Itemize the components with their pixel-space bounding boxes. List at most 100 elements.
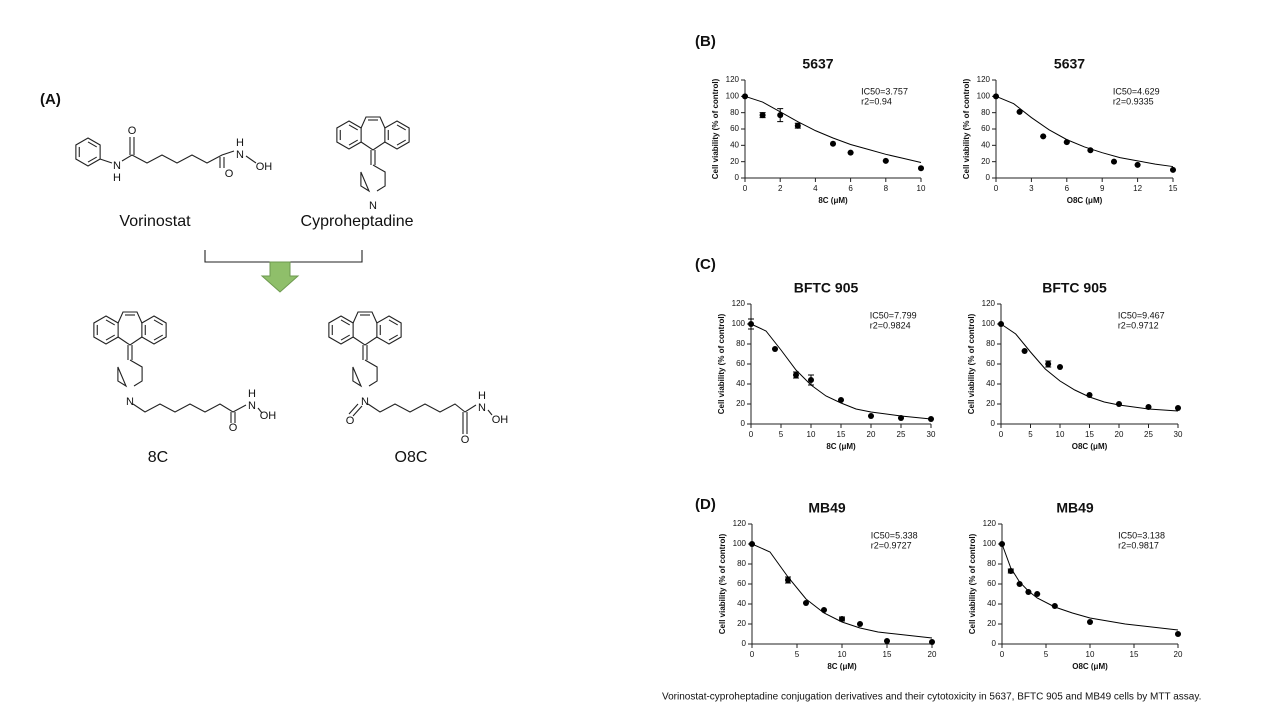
data-point — [868, 413, 874, 419]
y-tick-label: 0 — [992, 639, 997, 648]
x-axis-label: 8C (μM) — [826, 442, 856, 451]
bond — [348, 124, 359, 131]
bond — [396, 139, 407, 146]
x-tick-label: 20 — [928, 650, 937, 659]
x-tick-label: 8 — [884, 184, 889, 193]
arrow — [260, 261, 300, 293]
x-tick-label: 5 — [795, 650, 800, 659]
bracket — [204, 250, 363, 263]
atom: N — [369, 200, 377, 212]
y-tick-label: 100 — [732, 319, 746, 328]
bond — [257, 407, 263, 414]
atom: N — [236, 149, 244, 161]
atom: H — [236, 137, 244, 149]
x-axis-label: O8C (μM) — [1072, 442, 1108, 451]
x-tick-label: 0 — [749, 430, 754, 439]
x-tick-label: 10 — [1056, 430, 1065, 439]
y-tick-label: 120 — [983, 519, 997, 528]
fit-curve — [750, 323, 932, 420]
panel-label: (D) — [695, 496, 716, 513]
x-tick-label: 12 — [1133, 184, 1142, 193]
x-tick-label: 20 — [1115, 430, 1124, 439]
chart-title: MB49 — [1056, 500, 1094, 516]
x-axis-label: 8C (μM) — [827, 662, 857, 671]
x-tick-label: 30 — [1174, 430, 1183, 439]
atom: OH — [492, 414, 509, 426]
data-point — [808, 377, 814, 383]
data-point — [998, 321, 1004, 327]
bond — [230, 412, 236, 423]
bond — [117, 311, 143, 324]
chart-title: 5637 — [1054, 56, 1085, 72]
bond — [99, 150, 235, 164]
data-point — [742, 93, 748, 100]
structure-label: O8C — [395, 449, 428, 466]
bond — [153, 319, 164, 326]
x-tick-label: 0 — [999, 430, 1004, 439]
y-tick-label: 20 — [981, 157, 990, 166]
fit-curve — [995, 95, 1174, 168]
annotation: r2=0.9817 — [1118, 540, 1159, 550]
data-point — [1087, 147, 1094, 154]
y-tick-label: 0 — [741, 419, 746, 428]
atom: H — [248, 388, 256, 400]
x-tick-label: 10 — [807, 430, 816, 439]
y-tick-label: 0 — [991, 419, 996, 428]
bond — [245, 155, 257, 164]
data-point — [803, 600, 809, 606]
bond — [360, 116, 386, 129]
atom: H — [478, 390, 486, 402]
y-tick-label: 40 — [987, 599, 996, 608]
data-point — [1086, 392, 1093, 398]
y-tick-label: 60 — [730, 124, 739, 133]
y-axis-label: Cell viability (% of control) — [718, 533, 727, 634]
y-tick-label: 20 — [730, 157, 739, 166]
x-tick-label: 9 — [1100, 184, 1105, 193]
x-axis-label: O8C (μM) — [1067, 196, 1103, 205]
x-tick-label: 10 — [917, 184, 926, 193]
data-point — [772, 346, 778, 352]
data-point — [1134, 161, 1141, 168]
x-tick-label: 0 — [994, 184, 999, 193]
data-point — [999, 541, 1005, 547]
bond — [117, 336, 143, 346]
bond — [75, 137, 101, 167]
y-tick-label: 60 — [737, 579, 746, 588]
data-point — [821, 607, 827, 613]
bond — [362, 345, 368, 360]
atom: H — [113, 172, 121, 184]
y-tick-label: 80 — [737, 559, 746, 568]
y-tick-label: 0 — [742, 639, 747, 648]
data-point — [1087, 619, 1093, 625]
y-tick-label: 80 — [736, 339, 745, 348]
y-tick-label: 60 — [736, 359, 745, 368]
y-tick-label: 0 — [986, 173, 991, 182]
bond — [360, 164, 386, 193]
data-point — [839, 616, 845, 622]
fit-curve — [1001, 543, 1179, 631]
annotation: r2=0.94 — [861, 96, 892, 106]
bond — [396, 124, 407, 131]
annotation: r2=0.9824 — [870, 320, 911, 330]
y-tick-label: 100 — [983, 539, 997, 548]
x-tick-label: 6 — [848, 184, 853, 193]
data-point — [1045, 361, 1052, 367]
annotation: IC50=3.138 — [1118, 530, 1165, 540]
bond — [367, 403, 477, 413]
bond — [352, 311, 378, 324]
bond — [105, 334, 116, 341]
bond — [348, 139, 359, 146]
y-tick-label: 80 — [730, 108, 739, 117]
annotation: r2=0.9727 — [871, 540, 912, 550]
data-point — [1034, 591, 1041, 597]
chart-title: 5637 — [802, 56, 833, 72]
x-tick-label: 6 — [1065, 184, 1070, 193]
data-point — [1111, 158, 1117, 165]
atom: O — [229, 422, 238, 434]
x-tick-label: 5 — [779, 430, 784, 439]
y-tick-label: 100 — [733, 539, 747, 548]
data-point — [929, 639, 935, 645]
data-point — [1051, 603, 1058, 609]
y-tick-label: 80 — [986, 339, 995, 348]
